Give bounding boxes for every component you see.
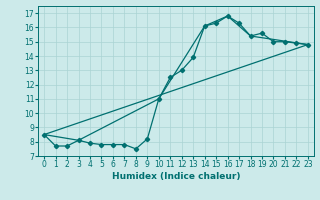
X-axis label: Humidex (Indice chaleur): Humidex (Indice chaleur) [112, 172, 240, 181]
